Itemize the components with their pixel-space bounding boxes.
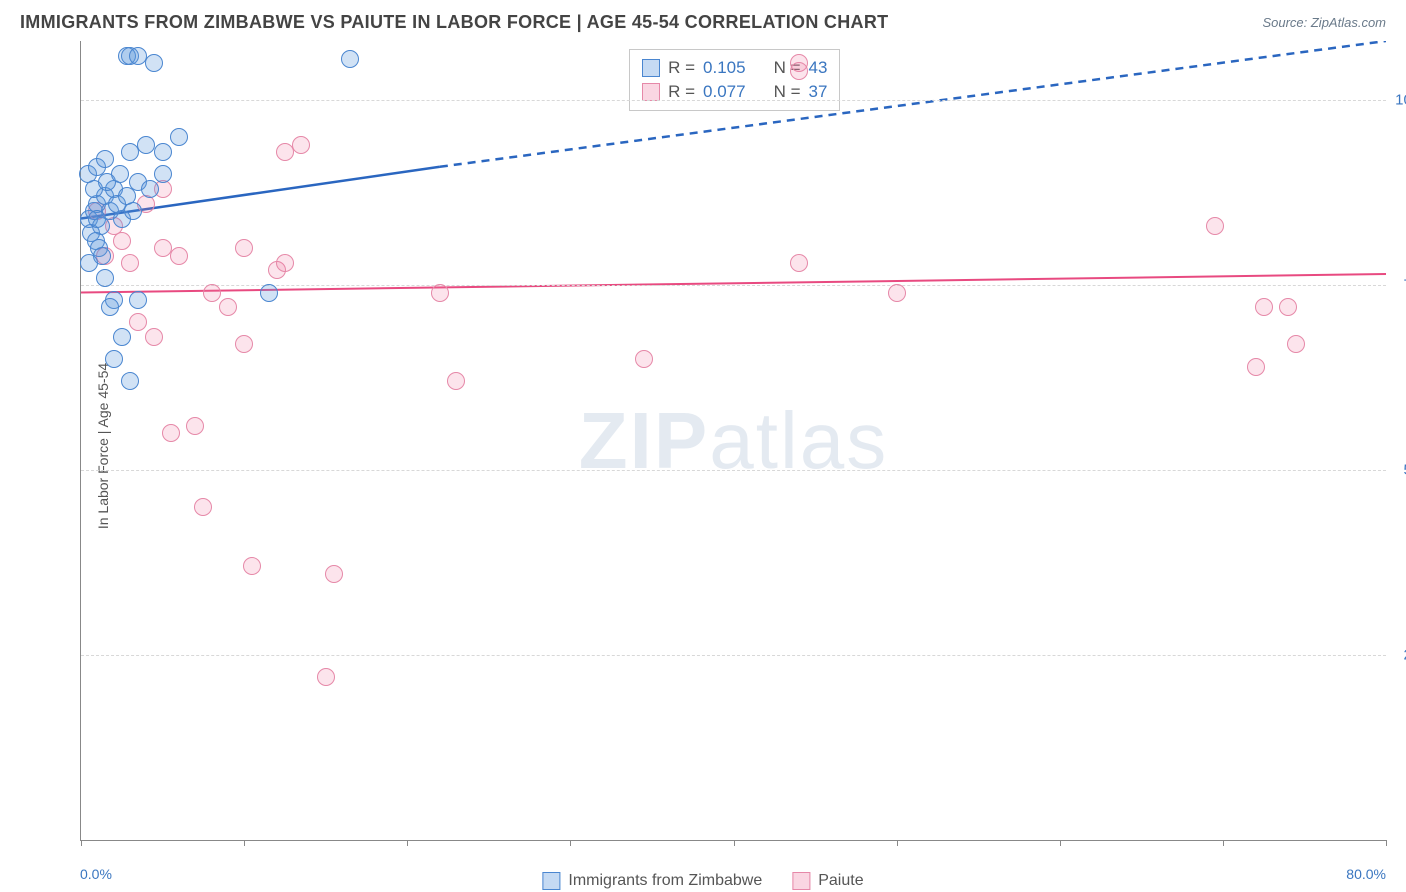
scatter-point-pink (154, 239, 172, 257)
scatter-point-pink (129, 313, 147, 331)
scatter-point-pink (317, 668, 335, 686)
scatter-point-blue (154, 143, 172, 161)
gridline (81, 470, 1386, 471)
source-label: Source: ZipAtlas.com (1262, 15, 1386, 30)
scatter-point-pink (121, 254, 139, 272)
scatter-point-pink (888, 284, 906, 302)
scatter-point-pink (194, 498, 212, 516)
watermark-rest: atlas (709, 396, 888, 485)
scatter-point-blue (154, 165, 172, 183)
scatter-point-blue (121, 143, 139, 161)
scatter-point-pink (1247, 358, 1265, 376)
scatter-point-blue (96, 150, 114, 168)
legend-item-blue: Immigrants from Zimbabwe (542, 872, 762, 890)
scatter-point-blue (96, 269, 114, 287)
gridline (81, 655, 1386, 656)
r-value-pink: 0.077 (703, 82, 746, 102)
legend-swatch-blue-icon (542, 872, 560, 890)
gridline (81, 100, 1386, 101)
legend-label-blue: Immigrants from Zimbabwe (568, 872, 762, 890)
scatter-point-blue (170, 128, 188, 146)
scatter-point-pink (186, 417, 204, 435)
x-tick-mark (897, 840, 898, 846)
x-tick-mark (244, 840, 245, 846)
bottom-legend: Immigrants from Zimbabwe Paiute (542, 872, 863, 890)
scatter-point-blue (129, 291, 147, 309)
scatter-point-blue (129, 47, 147, 65)
x-start-label: 0.0% (80, 866, 112, 882)
r-label-pink: R = (668, 82, 695, 102)
scatter-point-blue (260, 284, 278, 302)
x-end-label: 80.0% (1346, 866, 1386, 882)
scatter-point-pink (276, 143, 294, 161)
gridline (81, 285, 1386, 286)
scatter-point-pink (635, 350, 653, 368)
scatter-point-pink (1279, 298, 1297, 316)
scatter-point-blue (121, 372, 139, 390)
scatter-point-pink (235, 239, 253, 257)
scatter-point-pink (1255, 298, 1273, 316)
scatter-point-blue (145, 54, 163, 72)
scatter-point-pink (447, 372, 465, 390)
scatter-point-pink (325, 565, 343, 583)
x-tick-mark (407, 840, 408, 846)
scatter-point-blue (141, 180, 159, 198)
r-label-blue: R = (668, 58, 695, 78)
n-value-pink: 37 (809, 82, 828, 102)
legend-label-pink: Paiute (818, 872, 863, 890)
title-bar: IMMIGRANTS FROM ZIMBABWE VS PAIUTE IN LA… (0, 0, 1406, 41)
n-label-pink: N = (774, 82, 801, 102)
trend-lines (81, 41, 1386, 840)
y-tick-label: 100.0% (1395, 92, 1406, 109)
scatter-point-blue (88, 210, 106, 228)
scatter-point-blue (137, 136, 155, 154)
scatter-point-pink (145, 328, 163, 346)
r-value-blue: 0.105 (703, 58, 746, 78)
scatter-point-blue (80, 254, 98, 272)
x-tick-mark (1223, 840, 1224, 846)
scatter-point-pink (292, 136, 310, 154)
n-value-blue: 43 (809, 58, 828, 78)
scatter-point-pink (1206, 217, 1224, 235)
chart-container: IMMIGRANTS FROM ZIMBABWE VS PAIUTE IN LA… (0, 0, 1406, 892)
scatter-point-blue (124, 202, 142, 220)
scatter-point-blue (101, 298, 119, 316)
x-tick-mark (1060, 840, 1061, 846)
x-tick-mark (570, 840, 571, 846)
scatter-point-pink (235, 335, 253, 353)
swatch-pink-icon (642, 83, 660, 101)
scatter-point-pink (790, 62, 808, 80)
legend-item-pink: Paiute (792, 872, 863, 890)
scatter-point-blue (111, 165, 129, 183)
swatch-blue-icon (642, 59, 660, 77)
x-tick-mark (734, 840, 735, 846)
x-tick-mark (81, 840, 82, 846)
scatter-point-pink (276, 254, 294, 272)
scatter-point-blue (341, 50, 359, 68)
legend-swatch-pink-icon (792, 872, 810, 890)
scatter-point-blue (113, 328, 131, 346)
chart-title: IMMIGRANTS FROM ZIMBABWE VS PAIUTE IN LA… (20, 12, 888, 33)
stats-legend: R = 0.105 N = 43 R = 0.077 N = 37 (629, 49, 840, 111)
scatter-point-pink (243, 557, 261, 575)
scatter-point-pink (170, 247, 188, 265)
watermark: ZIPatlas (579, 395, 888, 487)
watermark-bold: ZIP (579, 396, 709, 485)
scatter-point-pink (790, 254, 808, 272)
scatter-point-pink (219, 298, 237, 316)
scatter-point-pink (203, 284, 221, 302)
x-tick-mark (1386, 840, 1387, 846)
scatter-point-pink (1287, 335, 1305, 353)
scatter-point-pink (431, 284, 449, 302)
scatter-point-blue (105, 350, 123, 368)
chart-plot-area: ZIPatlas R = 0.105 N = 43 R = 0.077 N = … (80, 41, 1386, 841)
scatter-point-pink (162, 424, 180, 442)
